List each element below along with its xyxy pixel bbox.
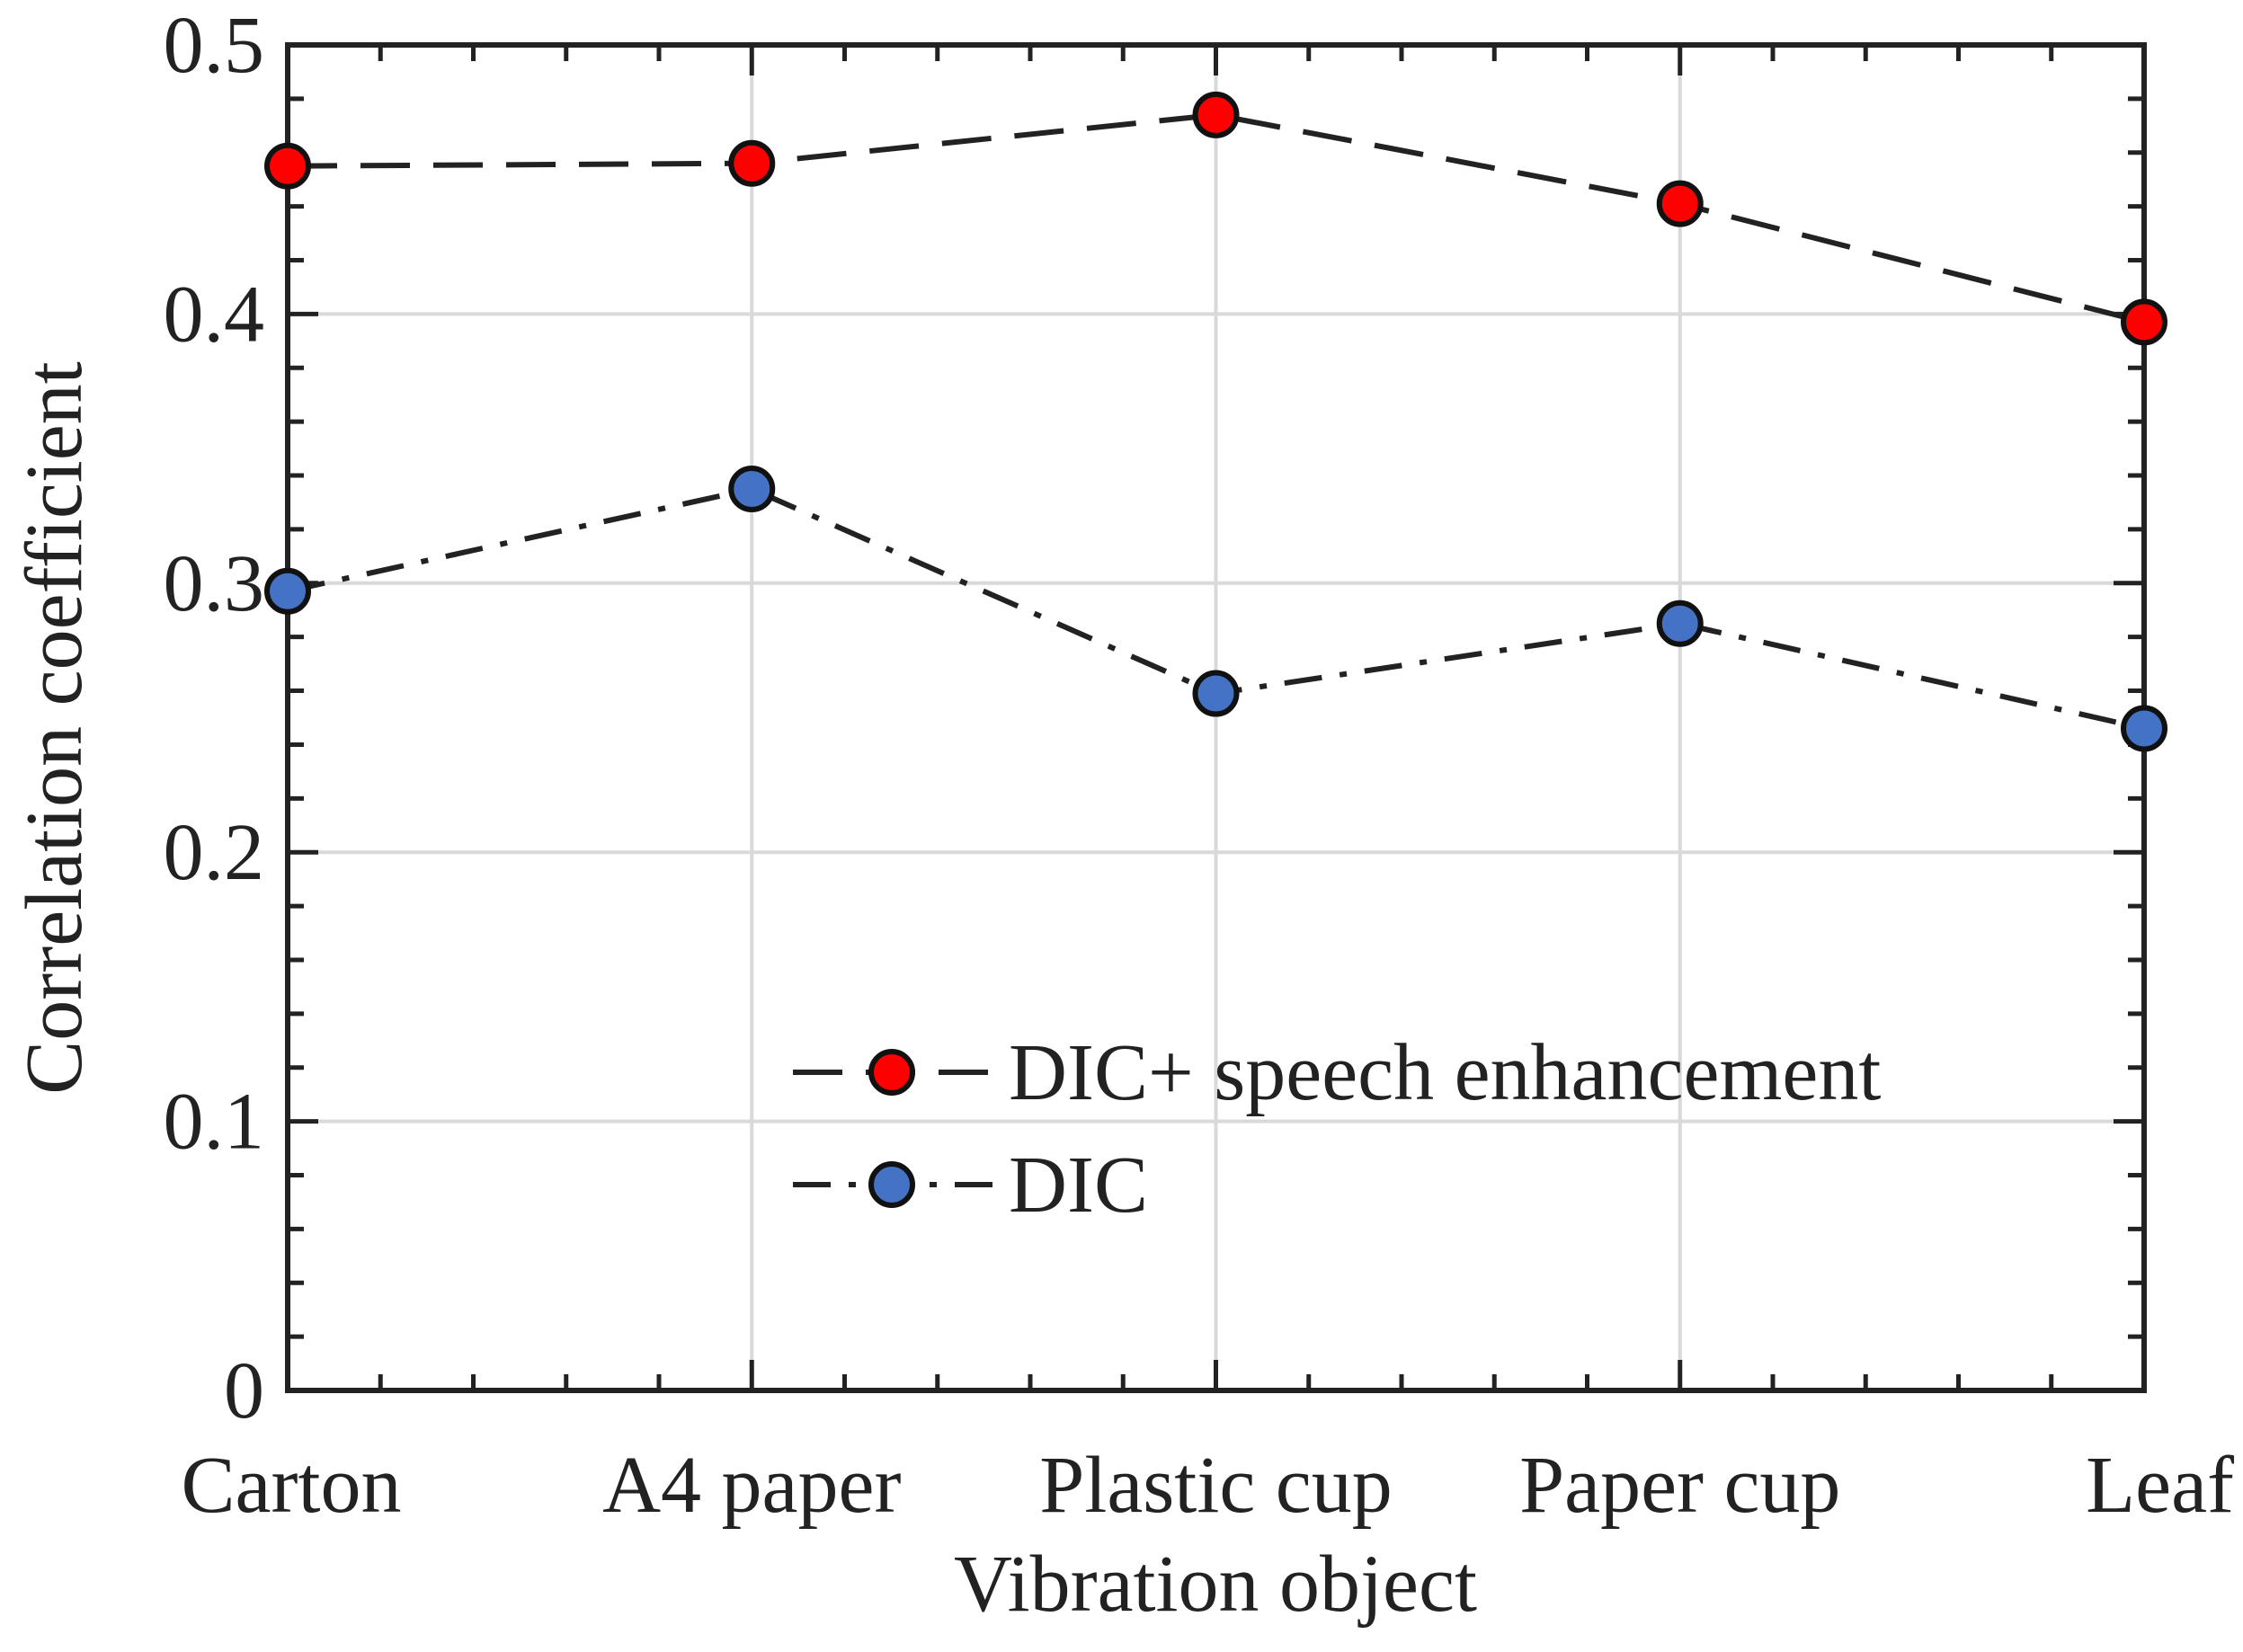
legend-label-dic: DIC: [1009, 1141, 1148, 1230]
point-dic-leaf: [2121, 705, 2167, 752]
x-tick-labels: Carton A4 paper Plastic cup Paper cup Leaf: [182, 1441, 2235, 1530]
series-line-dic-speech-enhancement: [287, 111, 2145, 325]
point-dic-speech-enhancement-carton: [264, 142, 311, 190]
series: [264, 91, 2167, 752]
point-dic-a4-paper: [728, 466, 776, 513]
y-tick-label: 0.2: [164, 808, 265, 897]
x-tick-label-a4-paper: A4 paper: [602, 1441, 901, 1530]
point-dic-speech-enhancement-paper-cup: [1656, 180, 1704, 227]
x-axis-title: Vibration object: [954, 1540, 1477, 1629]
x-tick-label-paper-cup: Paper cup: [1519, 1441, 1840, 1530]
y-tick-label: 0: [224, 1346, 264, 1435]
y-tick-label: 0.3: [164, 539, 265, 628]
x-tick-label-carton: Carton: [182, 1441, 402, 1530]
y-axis-title: Correlation coefficient: [10, 361, 99, 1095]
point-dic-speech-enhancement-leaf: [2121, 298, 2167, 346]
grid: [288, 45, 2144, 1390]
legend-entry-dic-speech-enhancement: DIC+ speech enhancement: [793, 1028, 1881, 1117]
point-dic-speech-enhancement-a4-paper: [728, 139, 776, 187]
point-dic-plastic-cup: [1192, 670, 1240, 717]
legend: DIC+ speech enhancement DIC: [793, 1028, 1881, 1230]
legend-entry-dic: DIC: [793, 1141, 1148, 1230]
y-tick-label: 0.5: [164, 1, 265, 90]
point-dic-paper-cup: [1656, 600, 1704, 647]
y-tick-label: 0.4: [164, 270, 265, 359]
x-tick-label-leaf: Leaf: [2086, 1441, 2234, 1530]
y-tick-labels: 0 0.1 0.2 0.3 0.4 0.5: [164, 1, 265, 1435]
legend-label-dic-speech-enhancement: DIC+ speech enhancement: [1009, 1028, 1881, 1117]
legend-marker-dic-speech-enhancement: [868, 1049, 915, 1096]
x-tick-label-plastic-cup: Plastic cup: [1039, 1441, 1392, 1530]
legend-marker-dic: [868, 1161, 915, 1208]
point-dic-carton: [264, 567, 311, 615]
y-tick-label: 0.1: [164, 1078, 265, 1167]
point-dic-speech-enhancement-plastic-cup: [1192, 91, 1240, 138]
